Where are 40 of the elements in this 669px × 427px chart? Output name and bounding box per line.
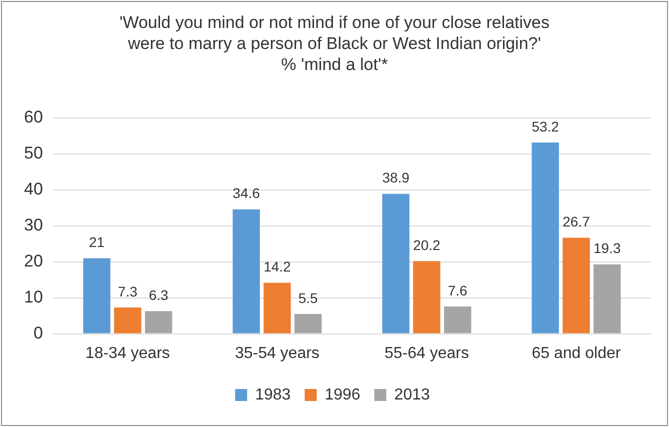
data-label: 19.3 [594, 240, 621, 256]
bar [232, 209, 260, 334]
data-label: 26.7 [562, 214, 590, 230]
data-label: 5.5 [298, 290, 318, 306]
data-label: 34.6 [232, 185, 260, 202]
bar [114, 308, 142, 334]
data-label: 21 [88, 234, 105, 250]
data-label: 38.9 [382, 170, 410, 186]
bar [144, 311, 172, 334]
bar [413, 261, 440, 334]
bar [594, 264, 621, 334]
data-label: 7.3 [118, 283, 138, 300]
x-tick-label: 55-64 years [384, 344, 469, 362]
y-tick-label: 20 [24, 252, 43, 271]
x-tick-label: 18-34 years [85, 344, 170, 362]
data-label: 6.3 [148, 287, 169, 303]
chart-title: 'Would you mind or not mind if one of your close relatives were to marry a person of Black or West Indian origin?' [118, 12, 551, 54]
chart-subtitle: % 'mind a lot'* [280, 54, 389, 75]
x-tick-label: 35-54 years [234, 344, 320, 362]
x-tick-label: 65 and older [532, 344, 622, 362]
data-label: 53.2 [532, 118, 560, 134]
y-tick-label: 0 [33, 323, 43, 342]
bar [532, 142, 559, 334]
data-label: 7.6 [448, 282, 468, 298]
legend-label: 1996 [324, 386, 360, 404]
bar [264, 282, 291, 334]
bar [83, 258, 110, 334]
bar [562, 238, 590, 334]
bar [444, 306, 472, 334]
y-tick-label: 60 [24, 108, 43, 127]
y-tick-label: 30 [24, 216, 43, 235]
legend-label: 1983 [255, 386, 291, 404]
data-label: 14.2 [264, 258, 292, 275]
legend-label: 2013 [394, 386, 430, 404]
y-tick-label: 50 [24, 144, 43, 163]
data-label: 20.2 [413, 237, 441, 254]
y-tick-label: 40 [24, 180, 43, 199]
bar [382, 194, 410, 334]
bar [294, 314, 322, 334]
y-tick-label: 10 [24, 288, 43, 307]
